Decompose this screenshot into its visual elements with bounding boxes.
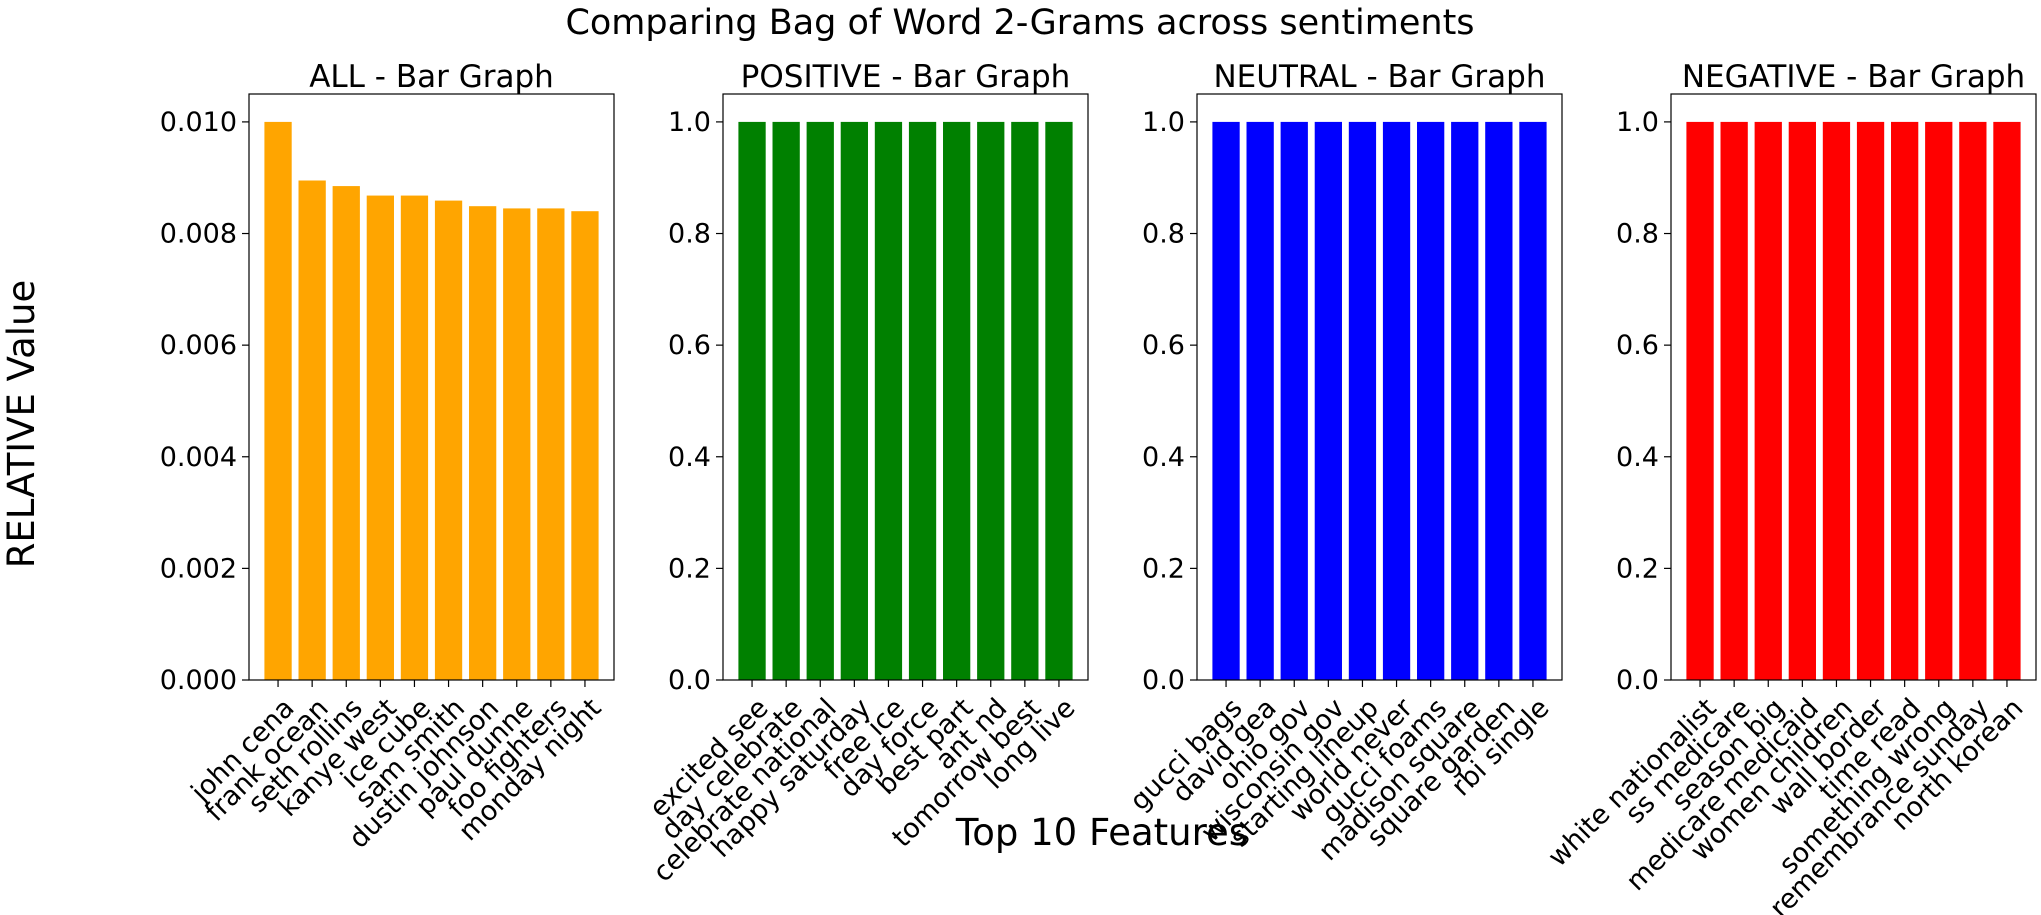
figure-title: Comparing Bag of Word 2-Grams across sen…: [565, 3, 1474, 43]
bar-medicare-medicaid: [1788, 121, 1816, 680]
y-tick-label: 0.000: [160, 665, 237, 696]
bar-rbi-single: [1519, 121, 1547, 680]
bar-time-read: [1891, 121, 1919, 680]
bar-women-children: [1822, 121, 1851, 680]
y-tick-label: 0.6: [1616, 330, 1659, 361]
y-tick-label: 0.0: [668, 665, 711, 696]
bar-best-part: [943, 121, 971, 680]
bar-paul-dunne: [503, 208, 531, 680]
y-tick-label: 0.2: [668, 553, 711, 584]
bar-long-live: [1045, 121, 1073, 680]
bar-happy-saturday: [840, 121, 868, 680]
bar-square-garden: [1485, 121, 1513, 680]
y-tick-label: 0.4: [668, 442, 711, 473]
bar-wisconsin-gov: [1314, 121, 1342, 680]
bar-something-wrong: [1925, 121, 1953, 680]
bar-celebrate-national: [806, 121, 834, 680]
bar-tomorrow-best: [1011, 121, 1039, 680]
bar-monday-night: [571, 211, 599, 680]
y-tick-label: 0.002: [160, 553, 237, 584]
bar-season-big: [1754, 121, 1782, 680]
bar-day-celebrate: [772, 121, 800, 680]
y-tick-label: 0.8: [1616, 219, 1659, 250]
y-tick-label: 0.8: [668, 219, 711, 250]
bar-north-korean: [1993, 121, 2021, 680]
bar-ice-cube: [400, 195, 429, 680]
bar-john-cena: [264, 121, 292, 680]
y-tick-label: 0.6: [668, 330, 711, 361]
bar-gucci-foams: [1417, 121, 1445, 680]
bar-seth-rollins: [332, 186, 360, 680]
bar-day-force: [908, 121, 937, 680]
bar-sam-smith: [434, 200, 463, 680]
y-tick-label: 0.2: [1142, 553, 1185, 584]
bar-gucci-bags: [1212, 121, 1240, 680]
y-axis-label: RELATIVE Value: [0, 280, 43, 569]
bar-ant-nd: [977, 121, 1005, 680]
y-tick-label: 0.004: [160, 442, 237, 473]
chart-title: ALL - Bar Graph: [309, 59, 554, 95]
axes-frame: [722, 93, 1089, 681]
bar-excited-see: [738, 121, 766, 680]
y-tick-label: 0.6: [1142, 330, 1185, 361]
axes-frame: [1670, 93, 2037, 681]
bar-david-gea: [1246, 121, 1274, 680]
x-axis-label: Top 10 Features: [955, 811, 1248, 854]
bar-ss-medicare: [1720, 121, 1748, 680]
y-tick-label: 1.0: [668, 107, 711, 138]
y-tick-label: 1.0: [1616, 107, 1659, 138]
bar-world-never: [1382, 121, 1411, 680]
y-tick-label: 0.2: [1616, 553, 1659, 584]
bar-white-nationalist: [1686, 121, 1714, 680]
y-tick-label: 1.0: [1142, 107, 1185, 138]
bar-madison-square: [1451, 121, 1479, 680]
axes-frame: [1196, 93, 1563, 681]
bar-wall-border: [1856, 121, 1885, 680]
chart-title: POSITIVE - Bar Graph: [741, 59, 1071, 95]
y-tick-label: 0.006: [160, 330, 237, 361]
bar-dustin-johnson: [469, 206, 497, 680]
y-tick-label: 0.4: [1616, 442, 1659, 473]
y-tick-label: 0.010: [160, 107, 237, 138]
y-tick-label: 0.008: [160, 219, 237, 250]
bar-starting-lineup: [1348, 121, 1377, 680]
bar-kanye-west: [366, 195, 394, 680]
bar-frank-ocean: [298, 180, 326, 680]
axes-frame: [248, 93, 615, 681]
bar-free-ice: [874, 121, 903, 680]
chart-title: NEUTRAL - Bar Graph: [1213, 59, 1545, 95]
bar-ohio-gov: [1280, 121, 1308, 680]
y-tick-label: 0.0: [1616, 665, 1659, 696]
bar-foo-fighters: [537, 208, 565, 680]
y-tick-label: 0.4: [1142, 442, 1185, 473]
y-tick-label: 0.0: [1142, 665, 1185, 696]
y-tick-label: 0.8: [1142, 219, 1185, 250]
chart-title: NEGATIVE - Bar Graph: [1682, 59, 2025, 95]
bar-remembrance-sunday: [1959, 121, 1987, 680]
